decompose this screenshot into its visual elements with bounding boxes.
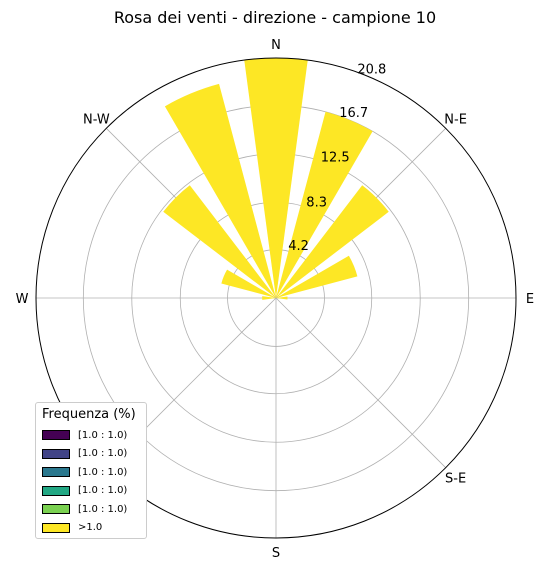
sector-bar (262, 296, 276, 300)
legend-label: [1.0 : 1.0) (78, 448, 128, 460)
sector-bar (163, 185, 276, 298)
sector-bar (276, 296, 288, 300)
sector-bar (276, 111, 373, 298)
radial-tick-label: 16.7 (339, 106, 368, 121)
direction-label: S (272, 546, 280, 561)
legend-title: Frequenza (%) (42, 407, 136, 422)
sector-bar (276, 185, 389, 298)
legend-label: [1.0 : 1.0) (78, 429, 128, 441)
direction-label: N (271, 38, 281, 53)
sector-bar (164, 83, 276, 299)
chart-title: Rosa dei venti - direzione - campione 10 (113, 8, 437, 27)
legend-entry: [1.0 : 1.0) (42, 445, 140, 464)
legend-swatch (42, 448, 70, 459)
legend-label: >1.0 (78, 522, 103, 534)
direction-label: N-W (83, 112, 110, 127)
sector-bar (221, 269, 276, 298)
direction-label: S-E (445, 472, 466, 487)
spoke-gridline (275, 297, 446, 468)
direction-label: N-E (444, 112, 467, 127)
radial-tick-label: 4.2 (288, 239, 309, 254)
legend-entry: [1.0 : 1.0) (42, 463, 140, 482)
legend-label: [1.0 : 1.0) (78, 466, 128, 478)
direction-label: E (526, 292, 534, 307)
legend-entry: [1.0 : 1.0) (42, 500, 140, 519)
legend-entries: [1.0 : 1.0) [1.0 : 1.0) [1.0 : 1.0) [1.0 : … (42, 426, 140, 537)
legend-entry: [1.0 : 1.0) (42, 426, 140, 445)
legend-swatch (42, 467, 70, 478)
legend-entry: [1.0 : 1.0) (42, 482, 140, 501)
legend-entry: >1.0 (42, 519, 140, 538)
legend-swatch (42, 522, 70, 533)
legend-swatch (42, 430, 70, 441)
legend-swatch (42, 485, 70, 496)
plot-boundary (35, 57, 517, 539)
radial-tick-label: 12.5 (321, 151, 350, 166)
direction-label: W (16, 292, 29, 307)
legend-swatch (42, 504, 70, 515)
radial-tick-label: 20.8 (357, 62, 386, 77)
legend-label: [1.0 : 1.0) (78, 503, 128, 515)
legend-label: [1.0 : 1.0) (78, 485, 128, 497)
radial-tick-label: 8.3 (306, 196, 327, 211)
legend: Frequenza (%) [1.0 : 1.0) [1.0 : 1.0) [1.0… (35, 402, 147, 539)
sector-bar (244, 58, 308, 299)
sector-bar (276, 255, 358, 298)
